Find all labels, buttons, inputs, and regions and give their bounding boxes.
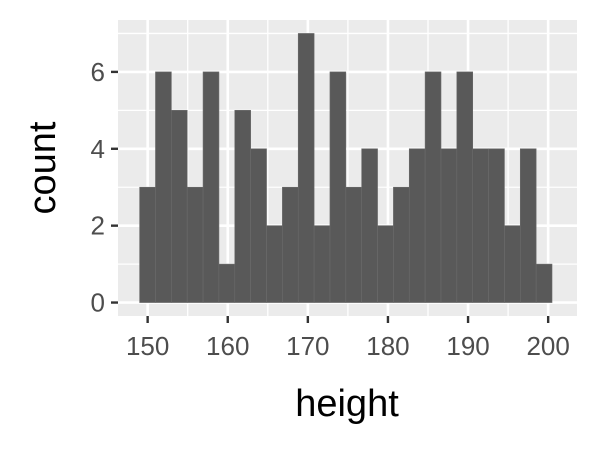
x-tick-label: 200 <box>526 331 569 361</box>
x-tick-label: 150 <box>126 331 169 361</box>
y-tick-label: 2 <box>91 211 105 241</box>
histogram-bars <box>139 33 553 303</box>
histogram-bar <box>139 186 156 303</box>
histogram-bar <box>250 148 267 303</box>
histogram-bar <box>155 71 172 303</box>
histogram-bar <box>218 263 236 303</box>
histogram-bar <box>393 186 410 303</box>
x-tick-label: 170 <box>286 331 329 361</box>
histogram-bar <box>456 71 474 303</box>
histogram-bar <box>329 71 347 303</box>
histogram-bar <box>440 148 458 303</box>
histogram-bar <box>504 225 521 303</box>
histogram-bar <box>234 110 251 303</box>
histogram-bar <box>313 225 331 303</box>
y-tick-label: 4 <box>91 134 105 164</box>
x-axis: 150 160 170 180 190 200 <box>126 316 570 361</box>
histogram-bar <box>408 148 426 303</box>
y-tick-label: 6 <box>91 57 105 87</box>
histogram-bar <box>186 186 204 303</box>
histogram-bar <box>345 186 362 303</box>
histogram-bar <box>297 33 315 303</box>
histogram-bar <box>519 148 537 303</box>
histogram-bar <box>535 263 553 303</box>
histogram-bar <box>488 148 505 303</box>
histogram-bar <box>202 71 220 303</box>
histogram-bar <box>472 148 489 303</box>
y-axis: 0 2 4 6 <box>91 57 118 318</box>
histogram-bar <box>282 186 299 303</box>
y-tick-label: 0 <box>91 288 105 318</box>
x-axis-title: height <box>295 383 399 425</box>
histogram-bar <box>424 71 442 303</box>
histogram-bar <box>266 225 283 303</box>
x-tick-label: 160 <box>206 331 249 361</box>
x-tick-label: 180 <box>366 331 409 361</box>
histogram-bar <box>377 225 394 303</box>
histogram-bar <box>361 148 378 303</box>
x-tick-label: 190 <box>446 331 489 361</box>
histogram-bar <box>171 110 188 303</box>
y-axis-title: count <box>22 121 64 214</box>
